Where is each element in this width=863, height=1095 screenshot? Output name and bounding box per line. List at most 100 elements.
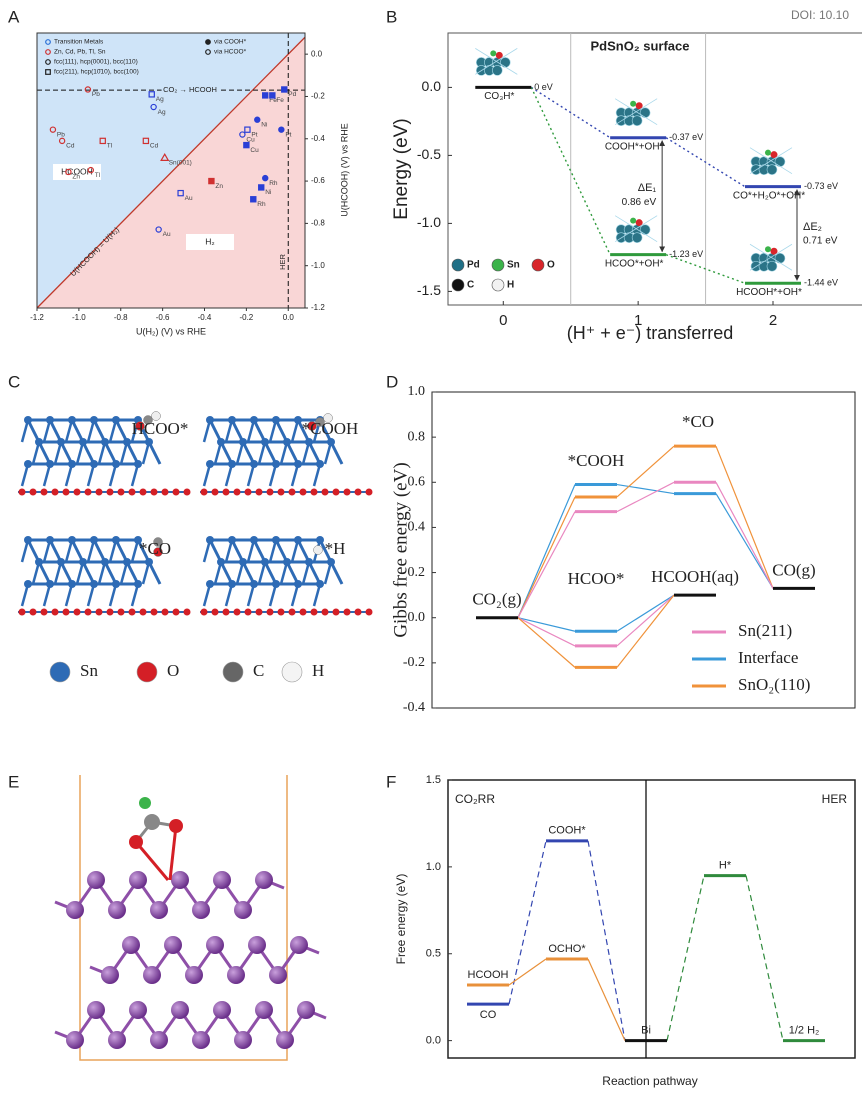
point-label: Cd (66, 143, 75, 150)
bond-decor (59, 561, 74, 585)
bond-decor (208, 419, 223, 443)
atom-decor (313, 545, 323, 555)
atom-decor (171, 871, 189, 889)
panel-label: F (386, 772, 396, 791)
atom-decor (631, 115, 643, 127)
atom-decor (299, 608, 307, 616)
bond-decor (230, 419, 245, 443)
atom-decor (327, 438, 335, 446)
atom-decor (305, 558, 313, 566)
atom-decor (266, 488, 274, 496)
plot-frame (447, 32, 862, 306)
atom-decor (79, 558, 87, 566)
point-label: Au (185, 195, 193, 202)
legend-label: Sn(211) (738, 621, 792, 640)
point (281, 86, 288, 93)
point-label: Rh (257, 201, 266, 208)
legend-atom (451, 258, 465, 272)
atom-decor (95, 488, 103, 496)
atom-decor (227, 966, 245, 984)
legend-atom (136, 661, 158, 683)
point-label: Cu (250, 147, 259, 154)
point-label: Fe (269, 97, 277, 104)
atom-decor (239, 558, 247, 566)
point-label: Zn (72, 174, 80, 181)
delta-value-label: 0.86 eV (622, 197, 657, 208)
atom-decor (766, 260, 778, 272)
atom-decor (206, 936, 224, 954)
atom-decor (255, 608, 263, 616)
region-label-box (186, 234, 234, 250)
atom-decor (316, 536, 324, 544)
atom-decor (244, 488, 252, 496)
legend-marker (45, 49, 51, 55)
point (148, 91, 155, 98)
atom-decor (29, 488, 37, 496)
y-tick-label: 0.0 (311, 49, 323, 58)
legend-label: H (507, 280, 514, 291)
bond-decor (70, 539, 85, 563)
x-tick-label: 1 (634, 312, 642, 329)
legend-label: O (167, 661, 179, 680)
atom-decor (239, 438, 247, 446)
atom-decor (288, 488, 296, 496)
bond-decor (318, 539, 333, 563)
bond-decor (263, 441, 278, 465)
atom-decor (490, 50, 497, 57)
atom-decor (57, 438, 65, 446)
atom-decor (261, 438, 269, 446)
connector (665, 137, 746, 188)
atom-decor (18, 608, 26, 616)
level-label: CO(g) (772, 560, 815, 579)
atom-decor (40, 488, 48, 496)
legend-label: via COOH* (214, 39, 247, 46)
h-line-label: CO₂ → HCOOH (163, 85, 217, 94)
bond-decor (134, 841, 170, 881)
doi: DOI: 10.10 (791, 8, 849, 22)
atom-decor (145, 438, 153, 446)
atom-decor (192, 1031, 210, 1049)
atom-decor (150, 1031, 168, 1049)
bond-decor (219, 561, 234, 585)
atom-decor (35, 438, 43, 446)
atom-decor (222, 488, 230, 496)
point (58, 137, 66, 145)
atom-decor (134, 460, 142, 468)
atom-decor (297, 1001, 315, 1019)
atom-decor (277, 488, 285, 496)
x-tick-label: -0.2 (239, 313, 253, 322)
atom-decor (250, 460, 258, 468)
bond-decor (103, 441, 118, 465)
diagonal (36, 36, 306, 309)
point (87, 166, 95, 174)
atom-decor (57, 558, 65, 566)
atom-decor (144, 814, 160, 830)
legend-label: SnO₂(110) (738, 675, 810, 694)
legend-label: H (312, 661, 324, 680)
y-axis-label: U(HCOOH) (V) vs RHE (339, 123, 349, 217)
atom-decor (261, 558, 269, 566)
atom-decor (283, 558, 291, 566)
connector (530, 87, 611, 255)
y-tick-label: 0.0 (426, 1035, 441, 1047)
atom-decor (630, 100, 637, 107)
bond-decor (26, 419, 41, 443)
legend-marker (205, 39, 211, 45)
atom-decor (135, 421, 145, 431)
structure-label: HCOO* (132, 419, 189, 438)
level-label: COOH*+OH* (605, 141, 664, 152)
connector (508, 840, 547, 1005)
bond-decor (329, 561, 344, 585)
bond-decor (37, 441, 52, 465)
bond-decor (168, 825, 178, 881)
legend-atom (222, 661, 244, 683)
y-tick-label: 0.8 (408, 429, 426, 444)
legend-label: via HCOO* (214, 49, 247, 56)
y-tick-label: 0.4 (408, 520, 426, 535)
bond-decor (475, 48, 518, 75)
bond-decor (114, 539, 129, 563)
legend-label: Sn (80, 661, 98, 680)
atom-decor (228, 536, 236, 544)
atom-decor (153, 537, 163, 547)
